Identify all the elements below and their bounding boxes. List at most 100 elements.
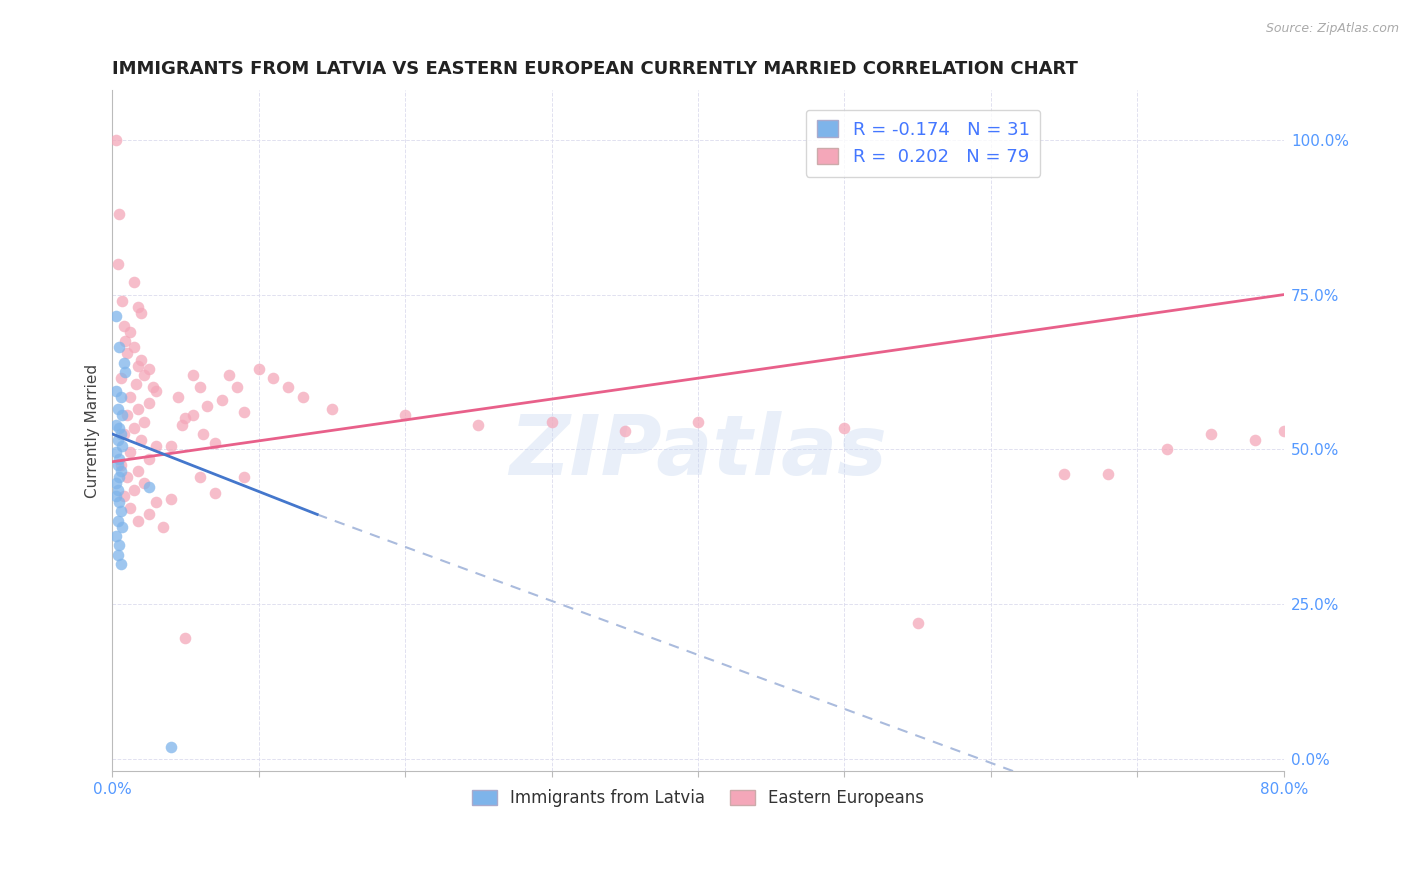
Point xyxy=(114,334,136,348)
Point xyxy=(127,514,149,528)
Text: ZIPatlas: ZIPatlas xyxy=(509,410,887,491)
Point xyxy=(134,415,156,429)
Point xyxy=(1199,426,1222,441)
Point xyxy=(394,409,416,423)
Point xyxy=(127,300,149,314)
Point xyxy=(138,396,160,410)
Text: IMMIGRANTS FROM LATVIA VS EASTERN EUROPEAN CURRENTLY MARRIED CORRELATION CHART: IMMIGRANTS FROM LATVIA VS EASTERN EUROPE… xyxy=(112,60,1078,78)
Point xyxy=(105,310,128,324)
Point xyxy=(613,424,636,438)
Point xyxy=(108,421,131,435)
Point xyxy=(108,340,131,354)
Y-axis label: Currently Married: Currently Married xyxy=(86,364,100,498)
Point xyxy=(262,371,284,385)
Point xyxy=(211,392,233,407)
Point xyxy=(195,399,218,413)
Point xyxy=(138,362,160,376)
Point xyxy=(105,417,128,432)
Point xyxy=(1156,442,1178,457)
Point xyxy=(122,483,145,497)
Point xyxy=(118,390,141,404)
Point xyxy=(834,421,856,435)
Point xyxy=(107,548,129,562)
Point xyxy=(111,520,134,534)
Point xyxy=(142,380,165,394)
Point xyxy=(181,368,204,383)
Point xyxy=(105,476,128,491)
Point xyxy=(114,365,136,379)
Point xyxy=(118,501,141,516)
Point xyxy=(232,470,254,484)
Point xyxy=(110,458,132,472)
Point xyxy=(321,402,343,417)
Point xyxy=(247,362,270,376)
Point xyxy=(111,293,134,308)
Point xyxy=(122,340,145,354)
Point xyxy=(122,421,145,435)
Point xyxy=(105,529,128,543)
Point xyxy=(127,359,149,373)
Point xyxy=(112,426,135,441)
Point xyxy=(110,371,132,385)
Point xyxy=(174,632,197,646)
Point xyxy=(108,495,131,509)
Point xyxy=(277,380,299,394)
Point xyxy=(107,458,129,472)
Point xyxy=(134,476,156,491)
Point xyxy=(145,384,167,398)
Point xyxy=(131,433,153,447)
Point xyxy=(110,557,132,571)
Point xyxy=(110,464,132,478)
Point xyxy=(105,133,128,147)
Point xyxy=(111,409,134,423)
Point xyxy=(145,439,167,453)
Point xyxy=(105,445,128,459)
Point xyxy=(118,445,141,459)
Point xyxy=(204,485,226,500)
Point xyxy=(124,377,146,392)
Point xyxy=(110,390,132,404)
Point xyxy=(467,417,489,432)
Point xyxy=(115,409,138,423)
Point xyxy=(107,483,129,497)
Point xyxy=(107,257,129,271)
Point xyxy=(107,433,129,447)
Point xyxy=(105,384,128,398)
Point xyxy=(131,352,153,367)
Point xyxy=(108,470,131,484)
Point xyxy=(191,426,214,441)
Point xyxy=(1097,467,1119,482)
Point xyxy=(232,405,254,419)
Point xyxy=(112,489,135,503)
Point xyxy=(159,439,181,453)
Point xyxy=(159,491,181,506)
Point xyxy=(152,520,174,534)
Point xyxy=(115,470,138,484)
Point xyxy=(107,402,129,417)
Point xyxy=(167,390,190,404)
Point xyxy=(112,318,135,333)
Point xyxy=(218,368,240,383)
Point xyxy=(159,739,181,754)
Point xyxy=(110,504,132,518)
Point xyxy=(138,508,160,522)
Point xyxy=(181,409,204,423)
Point xyxy=(112,356,135,370)
Point xyxy=(1053,467,1076,482)
Point xyxy=(110,426,132,441)
Point xyxy=(134,368,156,383)
Point xyxy=(127,402,149,417)
Point xyxy=(1243,433,1265,447)
Point xyxy=(907,615,929,630)
Point xyxy=(127,464,149,478)
Point xyxy=(540,415,562,429)
Point xyxy=(138,451,160,466)
Point xyxy=(105,489,128,503)
Text: Source: ZipAtlas.com: Source: ZipAtlas.com xyxy=(1265,22,1399,36)
Point xyxy=(291,390,314,404)
Point xyxy=(686,415,709,429)
Point xyxy=(204,436,226,450)
Point xyxy=(122,275,145,289)
Legend: Immigrants from Latvia, Eastern Europeans: Immigrants from Latvia, Eastern European… xyxy=(465,783,931,814)
Point xyxy=(108,538,131,552)
